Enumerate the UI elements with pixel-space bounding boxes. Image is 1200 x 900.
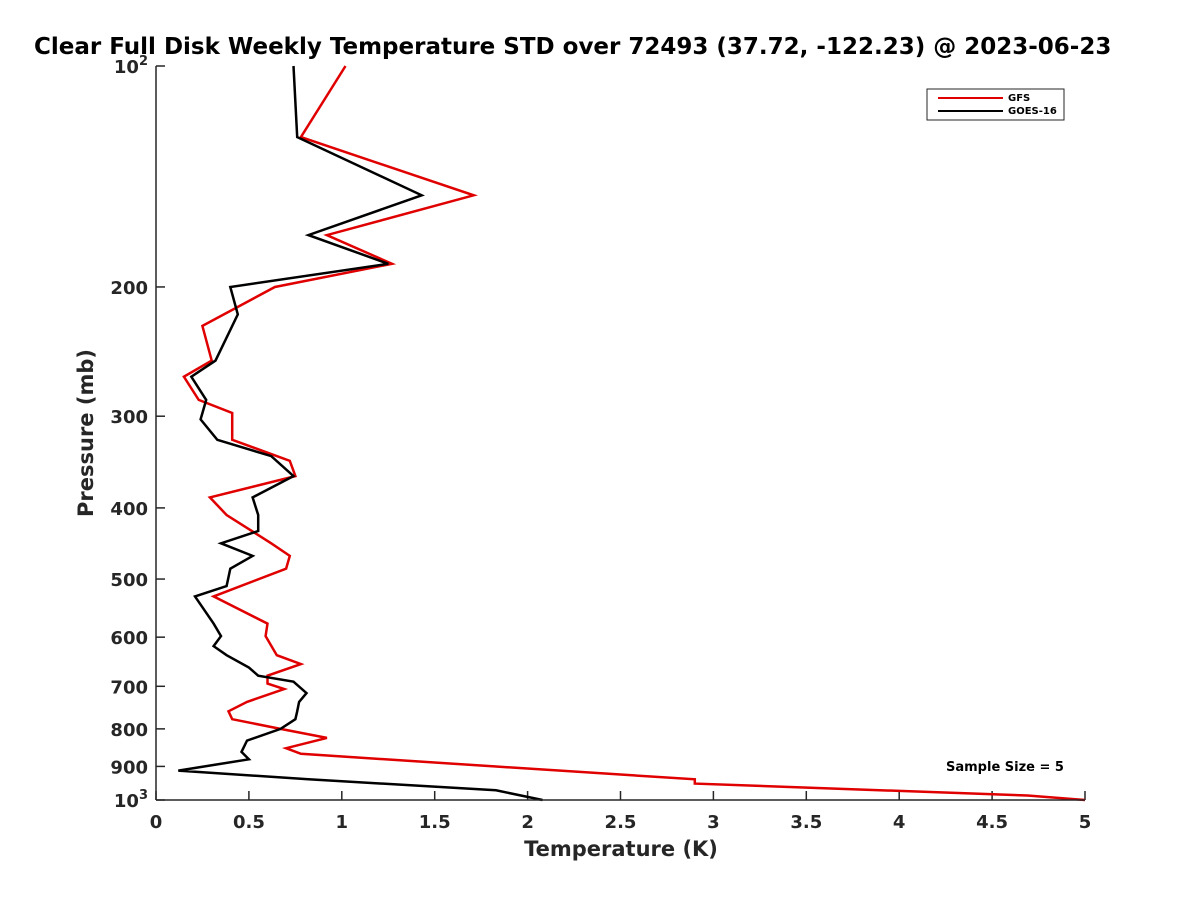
series-line-gfs bbox=[182, 65, 1086, 802]
x-axis-ticks: 0 0.5 1 1.5 2 2.5 3 3.5 4 4.5 5 bbox=[150, 791, 1092, 833]
x-tick-label: 0.5 bbox=[233, 812, 265, 833]
x-tick-label: 1 bbox=[336, 812, 349, 833]
y-axis-label: Pressure (mb) bbox=[74, 349, 98, 517]
axes bbox=[155, 66, 1085, 801]
x-tick-label: 4.5 bbox=[976, 812, 1008, 833]
y-tick-label: 103 bbox=[114, 788, 148, 812]
y-tick-label: 700 bbox=[110, 677, 148, 698]
x-tick-label: 2 bbox=[521, 812, 534, 833]
chart-title: Clear Full Disk Weekly Temperature STD o… bbox=[34, 34, 1111, 60]
legend: GFS GOES-16 bbox=[926, 88, 1065, 121]
legend-label-gfs: GFS bbox=[1008, 93, 1030, 104]
legend-label-goes16: GOES-16 bbox=[1008, 106, 1057, 117]
y-tick-label: 900 bbox=[110, 757, 148, 778]
legend-box bbox=[926, 88, 1065, 121]
x-tick-label: 0 bbox=[150, 812, 163, 833]
x-tick-label: 3 bbox=[707, 812, 720, 833]
series-line-goes16 bbox=[178, 65, 543, 802]
y-tick-label: 200 bbox=[110, 278, 148, 299]
y-tick-label: 300 bbox=[110, 407, 148, 428]
y-tick-label: 600 bbox=[110, 628, 148, 649]
x-axis-label: Temperature (K) bbox=[524, 837, 718, 861]
y-tick-label: 800 bbox=[110, 720, 148, 741]
series-layer bbox=[178, 65, 1086, 802]
x-tick-label: 2.5 bbox=[605, 812, 637, 833]
x-tick-label: 3.5 bbox=[790, 812, 822, 833]
y-axis-ticks: 102 200 300 400 500 600 700 800 900 103 bbox=[110, 54, 165, 812]
y-tick-label: 500 bbox=[110, 570, 148, 591]
x-tick-label: 4 bbox=[893, 812, 906, 833]
y-tick-label: 400 bbox=[110, 499, 148, 520]
y-tick-label: 102 bbox=[114, 54, 148, 78]
x-tick-label: 5 bbox=[1079, 812, 1092, 833]
x-tick-label: 1.5 bbox=[419, 812, 451, 833]
sample-size-annotation: Sample Size = 5 bbox=[946, 760, 1064, 775]
